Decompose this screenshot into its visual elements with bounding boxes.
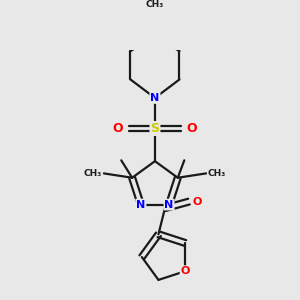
Text: O: O <box>112 122 123 135</box>
Text: S: S <box>151 122 160 135</box>
Text: CH₃: CH₃ <box>208 169 226 178</box>
Text: N: N <box>164 200 174 210</box>
Text: N: N <box>136 200 146 210</box>
Text: O: O <box>181 266 190 276</box>
Text: CH₃: CH₃ <box>84 169 102 178</box>
Text: O: O <box>187 122 197 135</box>
Text: O: O <box>193 196 202 207</box>
Text: N: N <box>150 93 160 103</box>
Text: CH₃: CH₃ <box>146 0 164 9</box>
